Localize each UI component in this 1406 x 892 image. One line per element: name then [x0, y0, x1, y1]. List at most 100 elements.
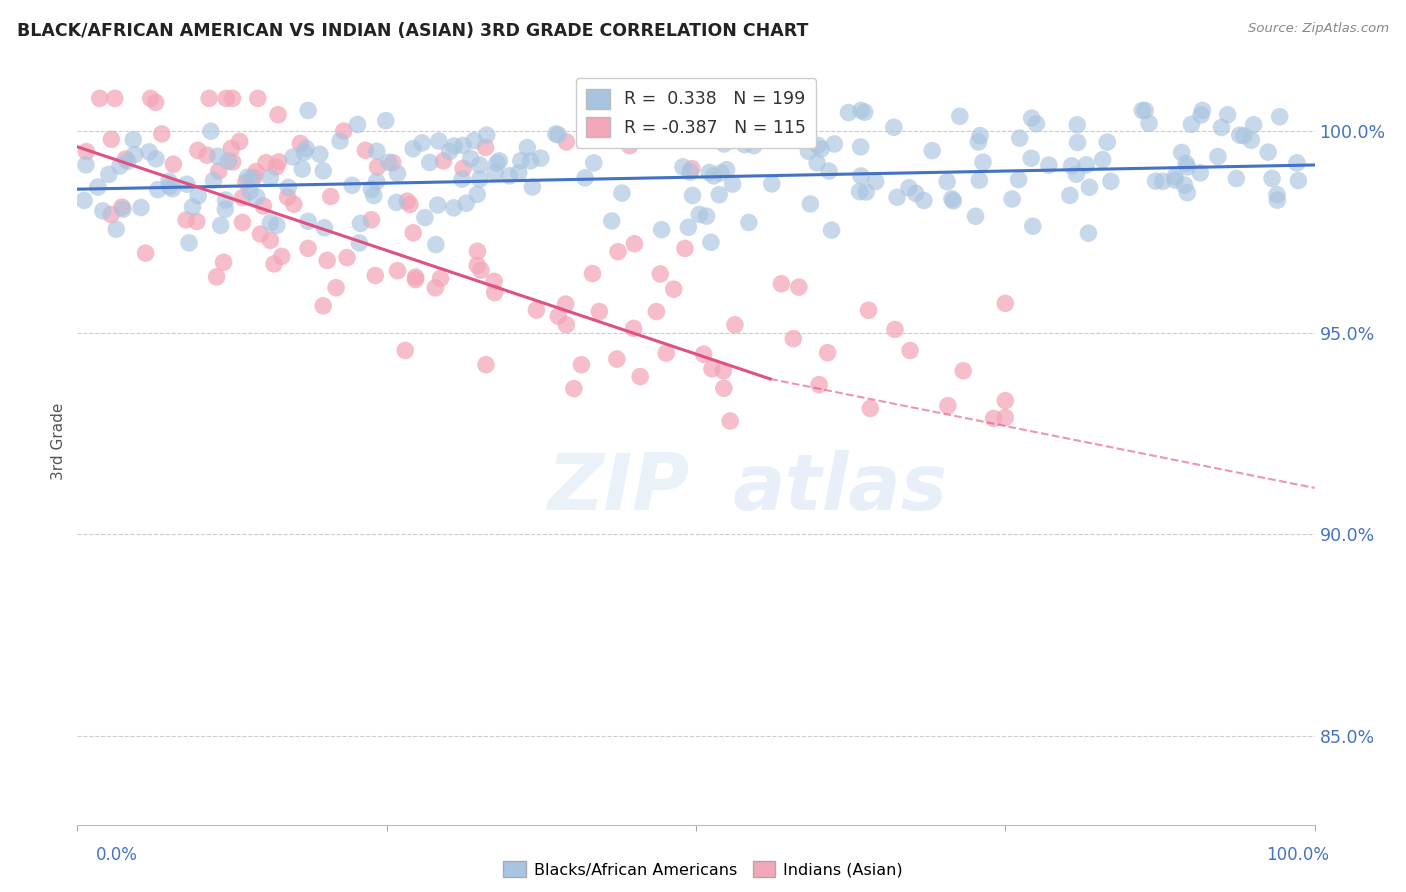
Point [1144, 174, 1167, 188]
Point [754, 116, 776, 130]
Point [912, 194, 935, 208]
Point [319, 189, 342, 203]
Point [451, 172, 474, 186]
Point [290, 136, 312, 151]
Point [186, 214, 208, 228]
Point [349, 235, 371, 250]
Point [217, 154, 239, 169]
Point [460, 152, 482, 166]
Point [1060, 159, 1083, 173]
Point [100, 132, 122, 146]
Point [952, 364, 974, 378]
Point [1001, 192, 1024, 206]
Point [360, 212, 382, 227]
Point [104, 91, 127, 105]
Point [721, 177, 744, 191]
Point [75, 145, 97, 159]
Point [246, 91, 269, 105]
Point [544, 127, 567, 141]
Point [700, 362, 723, 376]
Point [673, 242, 696, 256]
Point [679, 165, 702, 179]
Point [221, 155, 243, 169]
Point [562, 382, 585, 396]
Point [267, 155, 290, 169]
Point [427, 134, 450, 148]
Point [806, 156, 828, 170]
Point [1097, 135, 1119, 149]
Point [650, 267, 672, 281]
Point [1257, 145, 1279, 160]
Point [465, 258, 488, 272]
Point [429, 271, 451, 285]
Point [364, 268, 387, 283]
Point [451, 138, 474, 153]
Point [145, 95, 167, 110]
Point [475, 358, 498, 372]
Point [969, 128, 991, 143]
Point [236, 170, 259, 185]
Point [1191, 103, 1213, 118]
Point [607, 244, 630, 259]
Point [936, 175, 959, 189]
Point [884, 322, 907, 336]
Point [1189, 166, 1212, 180]
Point [232, 191, 254, 205]
Point [1164, 173, 1187, 187]
Point [159, 179, 181, 194]
Point [797, 145, 820, 159]
Point [212, 255, 235, 269]
Point [1286, 173, 1309, 187]
Point [994, 296, 1017, 310]
Point [162, 157, 184, 171]
Point [259, 170, 281, 185]
Point [855, 185, 877, 199]
Point [623, 321, 645, 335]
Point [484, 165, 506, 179]
Point [482, 274, 505, 288]
Point [807, 138, 830, 153]
Point [810, 142, 832, 156]
Point [581, 267, 603, 281]
Point [994, 393, 1017, 408]
Point [1164, 169, 1187, 184]
Point [859, 401, 882, 416]
Point [1152, 174, 1174, 188]
Point [1285, 156, 1308, 170]
Point [526, 303, 548, 318]
Point [1170, 145, 1192, 160]
Point [243, 170, 266, 185]
Point [129, 201, 152, 215]
Point [595, 128, 617, 143]
Point [468, 158, 491, 172]
Point [662, 282, 685, 296]
Point [1211, 120, 1233, 135]
Point [1038, 158, 1060, 172]
Point [1233, 128, 1256, 143]
Point [374, 113, 396, 128]
Point [381, 155, 404, 169]
Point [399, 197, 422, 211]
Point [554, 297, 576, 311]
Point [181, 200, 204, 214]
Point [231, 215, 253, 229]
Point [240, 171, 263, 186]
Point [354, 143, 377, 157]
Point [508, 166, 530, 180]
Point [700, 235, 723, 250]
Point [463, 133, 485, 147]
Point [207, 149, 229, 163]
Point [195, 148, 218, 162]
Point [1019, 151, 1042, 165]
Point [1243, 118, 1265, 132]
Point [87, 180, 110, 194]
Point [1135, 103, 1157, 118]
Y-axis label: 3rd Grade: 3rd Grade [51, 403, 66, 480]
Point [405, 272, 427, 286]
Point [425, 237, 447, 252]
Point [571, 358, 593, 372]
Point [1261, 171, 1284, 186]
Point [245, 164, 267, 178]
Point [782, 332, 804, 346]
Point [264, 160, 287, 174]
